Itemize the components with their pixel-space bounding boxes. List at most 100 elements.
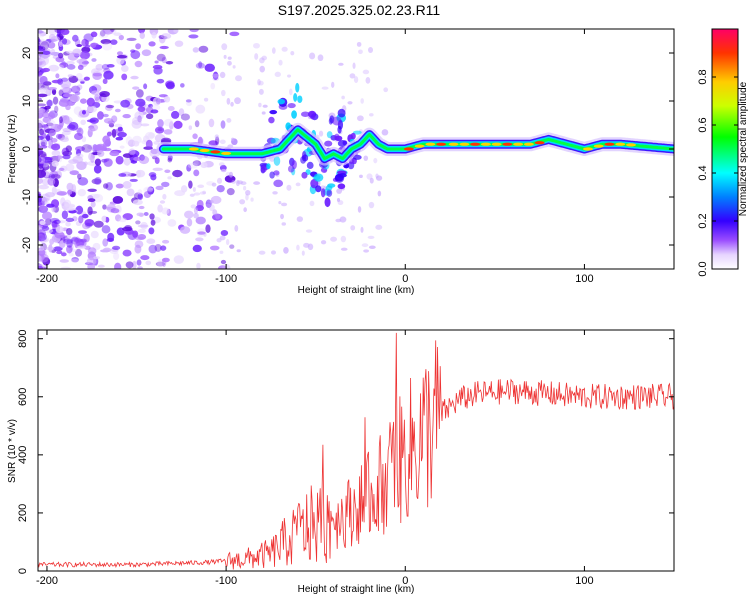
spectrogram-noise-cell <box>97 150 105 157</box>
spectrogram-noise-cell <box>40 132 47 139</box>
spectrogram-ridge-core <box>221 151 232 155</box>
spectrogram-noise-cell <box>49 129 56 137</box>
spectrogram-noise-cell <box>165 60 174 65</box>
spectrogram-noise-cell <box>223 54 227 59</box>
spectrogram-noise-cell <box>38 156 42 164</box>
spectrogram-noise-cell <box>56 220 66 224</box>
spectrogram-noise-cell <box>44 200 49 205</box>
spectrogram-noise-cell <box>54 170 62 179</box>
spectrogram-noise-cell <box>87 144 94 150</box>
spectrogram-noise-cell <box>155 97 161 105</box>
spectrogram-noise-cell <box>129 178 138 182</box>
spectrogram-noise-cell <box>225 238 230 246</box>
spectrogram-noise-cell <box>309 200 315 207</box>
spectrogram-noise-cell <box>156 78 165 84</box>
spectrogram-noise-cell <box>58 52 64 59</box>
spectrogram-noise-cell <box>320 240 327 245</box>
spectrogram-noise-cell <box>350 225 356 231</box>
spectrogram-noise-cell <box>67 74 74 78</box>
spectrogram-dispersed-cell <box>268 116 275 124</box>
spectrogram-noise-cell <box>150 219 156 226</box>
spectrogram-noise-cell <box>339 216 347 223</box>
spectrogram-noise-cell <box>92 144 104 151</box>
spectrogram-noise-cell <box>84 218 95 227</box>
spectrogram-noise-cell <box>68 252 74 257</box>
spectrogram-noise-cell <box>67 189 73 195</box>
spectrogram-noise-cell <box>195 104 206 114</box>
spectrogram-noise-cell <box>73 237 82 243</box>
spectrogram-noise-cell <box>281 222 287 226</box>
spectrogram-noise-cell <box>229 171 234 178</box>
spectrogram-noise-cell <box>272 191 278 195</box>
spectrogram-noise-cell <box>109 248 119 254</box>
spectrogram-noise-cell <box>179 226 191 234</box>
spectrogram-noise-cell <box>318 130 324 137</box>
spectrogram-noise-cell <box>113 100 123 104</box>
spectrogram-noise-cell <box>102 78 108 85</box>
spectrogram-ridge-core <box>448 142 459 146</box>
spectrogram-noise-cell <box>128 148 136 156</box>
spectrogram-noise-cell <box>137 106 146 112</box>
spectrogram-noise-cell <box>187 162 198 169</box>
spectrogram-ytick-label: -10 <box>21 189 33 205</box>
spectrogram-noise-cell <box>116 54 128 59</box>
spectrogram-noise-cell <box>87 206 93 216</box>
spectrogram-noise-cell <box>102 247 112 253</box>
spectrogram-noise-cell <box>194 120 200 128</box>
spectrogram-noise-cell <box>38 122 43 131</box>
spectrogram-noise-cell <box>216 177 223 184</box>
spectrogram-noise-cell <box>189 193 195 197</box>
spectrogram-noise-cell <box>66 239 73 248</box>
spectrogram-dispersed-cell <box>293 93 298 102</box>
spectrogram-noise-cell <box>158 34 165 40</box>
spectrogram-noise-cell <box>38 65 41 72</box>
spectrogram-noise-cell <box>185 99 193 107</box>
spectrogram-noise-cell <box>340 235 347 243</box>
spectrogram-noise-cell <box>234 97 241 105</box>
spectrogram-ridge-core <box>626 143 637 147</box>
spectrogram-noise-cell <box>54 231 65 239</box>
spectrogram-noise-cell <box>257 78 261 86</box>
colorbar-tick-label: 0.2 <box>697 213 709 228</box>
spectrogram-noise-cell <box>102 135 111 144</box>
spectrogram-xtick-label: -100 <box>215 273 237 285</box>
spectrogram-noise-cell <box>102 142 107 152</box>
spectrogram-noise-cell <box>154 157 160 164</box>
spectrogram-noise-cell <box>137 29 146 34</box>
spectrogram-noise-cell <box>38 109 49 114</box>
spectrogram-noise-cell <box>283 246 289 254</box>
spectrogram-noise-cell <box>91 178 102 185</box>
spectrogram-dispersed-cell <box>337 140 348 147</box>
spectrogram-noise-cell <box>121 226 133 232</box>
spectrogram-noise-cell <box>356 41 362 47</box>
spectrogram-noise-cell <box>40 197 50 201</box>
spectrogram-noise-cell <box>163 96 171 103</box>
spectrogram-noise-cell <box>212 73 220 78</box>
spectrogram-noise-cell <box>258 250 266 255</box>
spectrogram-noise-cell <box>212 213 223 221</box>
spectrogram-noise-cell <box>150 148 159 155</box>
spectrogram-noise-cell <box>81 136 87 143</box>
spectrogram-noise-cell <box>210 82 216 90</box>
spectrogram-noise-cell <box>90 201 96 208</box>
spectrogram-noise-cell <box>152 167 163 172</box>
spectrogram-noise-cell <box>53 246 63 252</box>
spectrogram-noise-cell <box>42 116 52 123</box>
spectrogram-noise-cell <box>336 198 341 202</box>
spectrogram-dispersed-cell <box>328 117 333 125</box>
spectrogram-noise-cell <box>143 191 152 198</box>
spectrogram-noise-cell <box>120 99 131 108</box>
spectrogram-noise-cell <box>93 164 102 174</box>
spectrogram-noise-cell <box>110 29 115 33</box>
spectrogram-noise-cell <box>359 174 363 178</box>
spectrogram-noise-cell <box>81 38 89 47</box>
spectrogram-noise-cell <box>261 111 266 115</box>
spectrogram-noise-cell <box>126 188 135 197</box>
spectrogram-noise-cell <box>91 90 100 96</box>
spectrogram-noise-cell <box>112 245 121 251</box>
spectrogram-noise-cell <box>188 34 199 39</box>
snr-panel: -200 -100 0 100 0 200 400 600 800 Height of stra… <box>7 329 675 595</box>
spectrogram-noise-cell <box>97 111 104 120</box>
spectrogram-noise-cell <box>38 145 44 149</box>
spectrogram-noise-cell <box>162 239 170 244</box>
